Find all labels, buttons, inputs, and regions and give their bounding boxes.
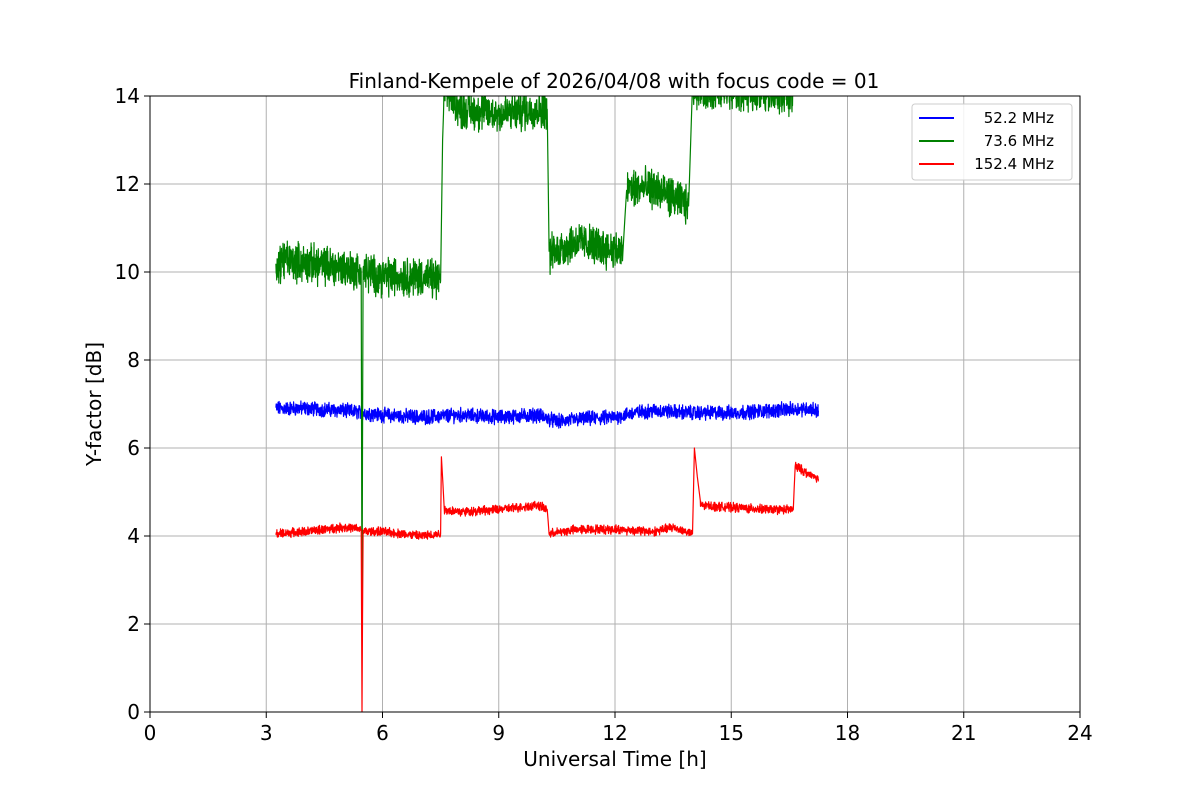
x-tick-label: 3 — [260, 721, 273, 745]
x-tick-label: 21 — [951, 721, 976, 745]
series-line-2 — [275, 447, 819, 712]
y-tick-label: 6 — [127, 436, 140, 460]
y-tick-label: 12 — [115, 172, 140, 196]
series-layer — [275, 96, 819, 712]
y-tick-label: 10 — [115, 260, 140, 284]
legend-label: 52.2 MHz — [984, 109, 1054, 127]
x-tick-label: 0 — [144, 721, 157, 745]
series-line-0 — [275, 400, 819, 429]
legend-label: 152.4 MHz — [974, 155, 1054, 173]
x-tick-label: 12 — [602, 721, 627, 745]
x-tick-label: 9 — [492, 721, 505, 745]
y-tick-label: 0 — [127, 700, 140, 724]
x-tick-label: 15 — [719, 721, 744, 745]
y-tick-label: 4 — [127, 524, 140, 548]
y-axis-title: Y-factor [dB] — [82, 342, 106, 467]
legend-label: 73.6 MHz — [984, 132, 1054, 150]
x-tick-label: 6 — [376, 721, 389, 745]
y-tick-label: 14 — [115, 84, 140, 108]
legend-entries: 52.2 MHz 73.6 MHz 152.4 MHz — [919, 109, 1054, 173]
series-line-1 — [275, 96, 794, 625]
legend-box — [911, 103, 1073, 181]
chart-title: Finland-Kempele of 2026/04/08 with focus… — [349, 69, 880, 93]
x-axis-title: Universal Time [h] — [523, 747, 706, 771]
x-tick-label: 24 — [1067, 721, 1092, 745]
y-tick-label: 2 — [127, 612, 140, 636]
y-tick-label: 8 — [127, 348, 140, 372]
legend: 52.2 MHz 73.6 MHz 152.4 MHz — [911, 103, 1073, 181]
x-tick-label: 18 — [835, 721, 860, 745]
